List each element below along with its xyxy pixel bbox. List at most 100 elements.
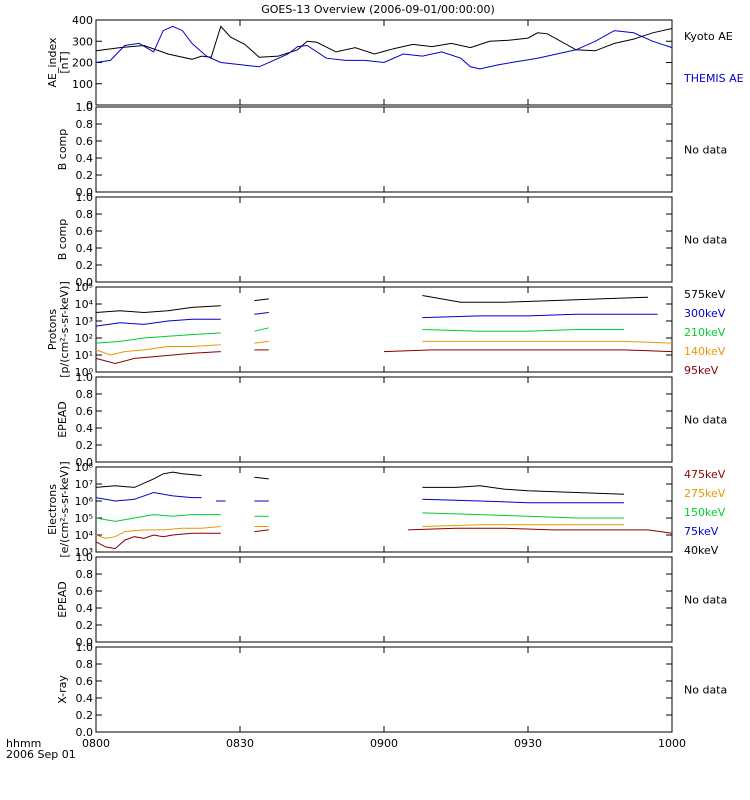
y-tick-label: 0.8 <box>76 658 94 671</box>
y-tick-label: 0.2 <box>76 709 94 722</box>
x-corner-label-hhmm: hhmm <box>6 737 41 750</box>
panel-frame <box>95 556 673 643</box>
x-tick-label: 0800 <box>82 737 110 750</box>
y-tick-label: 0.2 <box>76 169 94 182</box>
series-line-475kev <box>254 529 269 533</box>
y-tick-label: 0.4 <box>76 152 94 165</box>
series-line-300kev <box>95 318 221 327</box>
y-tick-label: 10⁴ <box>75 529 94 542</box>
y-tick-label: 0.6 <box>76 405 94 418</box>
y-tick-label: 0.4 <box>76 242 94 255</box>
y-tick-label: 0.8 <box>76 388 94 401</box>
y-tick-label: 0.2 <box>76 439 94 452</box>
panel-6: 0.0 0.2 0.4 0.6 0.8 1.0 EPEAD No data <box>56 551 727 649</box>
legend-label: 575keV <box>684 288 726 301</box>
y-tick-label: 200 <box>72 57 93 70</box>
chart-title: GOES-13 Overview (2006-09-01/00:00:00) <box>261 3 494 16</box>
series-line-140kev <box>95 344 221 356</box>
panel-5: 10³ 10⁴ 10⁵ 10⁶ 10⁷ 10⁸ Electrons [e/(cm²-s-sr-… <box>46 461 726 559</box>
series-line-475kev <box>95 532 221 550</box>
y-tick-label: 0.6 <box>76 135 94 148</box>
series-line-575kev <box>95 305 221 314</box>
series-line-75kev <box>95 491 202 502</box>
y-tick-label: 0.6 <box>76 225 94 238</box>
x-tick-label: 0930 <box>514 737 542 750</box>
y-axis-label: B comp <box>56 129 69 171</box>
y-tick-label: 10⁷ <box>75 478 93 491</box>
series-line-95kev <box>95 351 221 365</box>
x-corner-label-date: 2006 Sep 01 <box>6 748 76 761</box>
panel-4: 0.0 0.2 0.4 0.6 0.8 1.0 EPEAD No data <box>56 371 727 469</box>
legend-label: 475keV <box>684 468 726 481</box>
legend-label: 275keV <box>684 487 726 500</box>
y-tick-label: 300 <box>72 35 93 48</box>
y-tick-label: 10⁵ <box>75 281 93 294</box>
y-tick-label: 10⁶ <box>75 495 94 508</box>
panel-3: 10⁰ 10¹ 10² 10³ 10⁴ 10⁵ Protons [p/(cm²-s-sr-ke… <box>46 281 726 379</box>
legend-label: 140keV <box>684 345 726 358</box>
legend-label: Kyoto AE <box>684 30 733 43</box>
no-data-label: No data <box>684 594 727 607</box>
y-axis-label: EPEAD <box>56 581 69 618</box>
no-data-label: No data <box>684 684 727 697</box>
x-tick-label: 0900 <box>370 737 398 750</box>
legend-label: 210keV <box>684 326 726 339</box>
y-tick-label: 0.2 <box>76 259 94 272</box>
y-tick-label: 1.0 <box>76 551 94 564</box>
series-line-140kev <box>254 340 269 344</box>
y-axis-label: B comp <box>56 219 69 261</box>
legend-label: 40keV <box>684 544 719 557</box>
panel-frame <box>95 106 673 193</box>
series-line-150kev <box>95 514 221 522</box>
y-axis-label: Protons <box>46 309 59 350</box>
y-tick-label: 10³ <box>75 546 93 559</box>
series-line-575kev <box>422 295 649 303</box>
y-axis-label: AE_index <box>46 37 59 88</box>
y-tick-label: 10⁵ <box>75 512 93 525</box>
series-line-210kev <box>95 332 221 344</box>
legend-label: THEMIS AE <box>683 72 744 85</box>
y-tick-label: 0.8 <box>76 568 94 581</box>
legend-label: 75keV <box>684 525 719 538</box>
x-tick-label: 1000 <box>658 737 686 750</box>
series-line-575kev <box>254 298 269 302</box>
y-axis-unit: [p/(cm²-s-sr-keV)] <box>58 281 71 378</box>
y-tick-label: 0.4 <box>76 602 94 615</box>
panel-0: 0 100 200 300 400 AE_index [nT] Kyoto AE THEMIS … <box>46 14 744 112</box>
y-tick-label: 100 <box>72 78 93 91</box>
y-tick-label: 0.6 <box>76 585 94 598</box>
series-line-150kev <box>422 512 624 519</box>
y-tick-label: 1.0 <box>76 191 94 204</box>
series-line-140kev <box>422 340 673 344</box>
series-line-40kev <box>254 476 269 480</box>
no-data-label: No data <box>684 234 727 247</box>
series-line-275kev <box>95 526 221 539</box>
series-line-75kev <box>422 498 624 504</box>
y-tick-label: 0.0 <box>76 726 94 739</box>
panel-frame <box>95 376 673 463</box>
series-line-themis-ae <box>95 25 673 70</box>
y-tick-label: 10⁸ <box>75 461 94 474</box>
panel-frame <box>95 196 673 283</box>
series-line-210kev <box>254 327 269 332</box>
y-tick-label: 400 <box>72 14 93 27</box>
panel-1: 0.0 0.2 0.4 0.6 0.8 1.0 B comp No data <box>56 101 727 199</box>
y-tick-label: 10⁰ <box>75 366 94 379</box>
y-tick-label: 0.4 <box>76 692 94 705</box>
y-tick-label: 0.0 <box>76 276 94 289</box>
y-axis-label: Electrons <box>46 484 59 535</box>
y-axis-unit: [e/(cm²-s-sr-keV)] <box>58 461 71 557</box>
panel-7: 0.0 0.2 0.4 0.6 0.8 1.0 X-ray No data <box>56 641 727 739</box>
y-tick-label: 1.0 <box>76 101 94 114</box>
y-tick-label: 0.6 <box>76 675 94 688</box>
series-line-40kev <box>422 485 625 495</box>
series-line-300kev <box>254 312 269 315</box>
panel-frame <box>95 646 673 733</box>
series-line-40kev <box>95 471 202 488</box>
y-tick-label: 10¹ <box>75 349 93 362</box>
legend-label: 300keV <box>684 307 726 320</box>
panel-2: 0.0 0.2 0.4 0.6 0.8 1.0 B comp No data <box>56 191 727 289</box>
y-axis-label: X-ray <box>56 675 69 704</box>
y-tick-label: 10³ <box>75 315 93 328</box>
